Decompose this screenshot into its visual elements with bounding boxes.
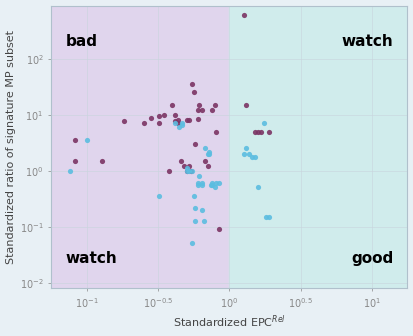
Point	[209, 108, 216, 113]
Point	[196, 102, 203, 107]
Point	[243, 145, 250, 151]
Text: watch: watch	[65, 251, 117, 266]
Point	[161, 112, 167, 117]
Point	[179, 120, 185, 126]
Point	[156, 113, 163, 119]
Point	[252, 129, 258, 134]
Point	[200, 218, 207, 223]
Point	[83, 138, 90, 143]
Point	[183, 166, 190, 171]
Point	[183, 168, 190, 173]
Point	[206, 151, 213, 157]
Point	[180, 164, 187, 169]
Point	[186, 168, 193, 173]
Point	[72, 158, 79, 163]
Bar	[229, 6, 408, 288]
Point	[206, 149, 213, 154]
Point	[199, 182, 206, 188]
Point	[246, 151, 253, 157]
Point	[266, 214, 273, 219]
Point	[179, 123, 185, 128]
Point	[175, 120, 181, 126]
X-axis label: Standardized EPC$^{Rel}$: Standardized EPC$^{Rel}$	[173, 314, 286, 330]
Point	[156, 120, 163, 126]
Point	[252, 154, 258, 159]
Text: bad: bad	[65, 34, 97, 49]
Point	[175, 118, 181, 123]
Point	[189, 82, 196, 87]
Point	[169, 102, 176, 107]
Point	[199, 108, 206, 113]
Point	[172, 119, 178, 124]
Point	[156, 194, 163, 199]
Point	[213, 180, 220, 186]
Point	[121, 119, 127, 124]
Point	[186, 118, 193, 123]
Point	[192, 141, 198, 146]
Point	[209, 180, 216, 186]
Point	[195, 182, 201, 188]
Point	[190, 194, 197, 199]
Point	[216, 180, 223, 186]
Point	[166, 168, 173, 173]
Point	[195, 116, 201, 121]
Point	[216, 227, 223, 232]
Point	[183, 118, 190, 123]
Point	[202, 145, 209, 151]
Point	[263, 214, 270, 219]
Point	[190, 90, 197, 95]
Point	[240, 151, 247, 157]
Point	[195, 180, 201, 186]
Point	[183, 168, 190, 173]
Point	[140, 120, 147, 126]
Point	[199, 180, 206, 186]
Point	[196, 174, 203, 179]
Point	[249, 154, 255, 159]
Point	[254, 129, 261, 134]
Point	[195, 108, 201, 113]
Point	[266, 129, 273, 134]
Point	[213, 129, 220, 134]
Point	[192, 205, 198, 210]
Point	[189, 168, 196, 173]
Point	[172, 120, 178, 126]
Point	[254, 185, 261, 190]
Point	[207, 182, 214, 188]
Point	[205, 164, 211, 169]
Bar	[51, 6, 229, 288]
Point	[72, 138, 79, 143]
Point	[186, 164, 193, 169]
Point	[176, 124, 183, 130]
Point	[257, 129, 264, 134]
Text: good: good	[351, 251, 393, 266]
Point	[192, 218, 198, 223]
Point	[202, 158, 209, 163]
Point	[189, 241, 196, 246]
Point	[212, 185, 218, 190]
Point	[172, 112, 178, 117]
Point	[212, 102, 218, 107]
Point	[260, 120, 267, 126]
Text: watch: watch	[342, 34, 393, 49]
Point	[243, 102, 250, 107]
Point	[66, 168, 73, 173]
Point	[99, 158, 106, 163]
Y-axis label: Standardized ratio of signature MP subset: Standardized ratio of signature MP subse…	[5, 30, 16, 264]
Point	[205, 151, 211, 157]
Point	[178, 158, 184, 163]
Point	[199, 207, 206, 213]
Point	[240, 12, 247, 18]
Point	[147, 115, 154, 120]
Point	[209, 182, 216, 188]
Point	[188, 168, 194, 173]
